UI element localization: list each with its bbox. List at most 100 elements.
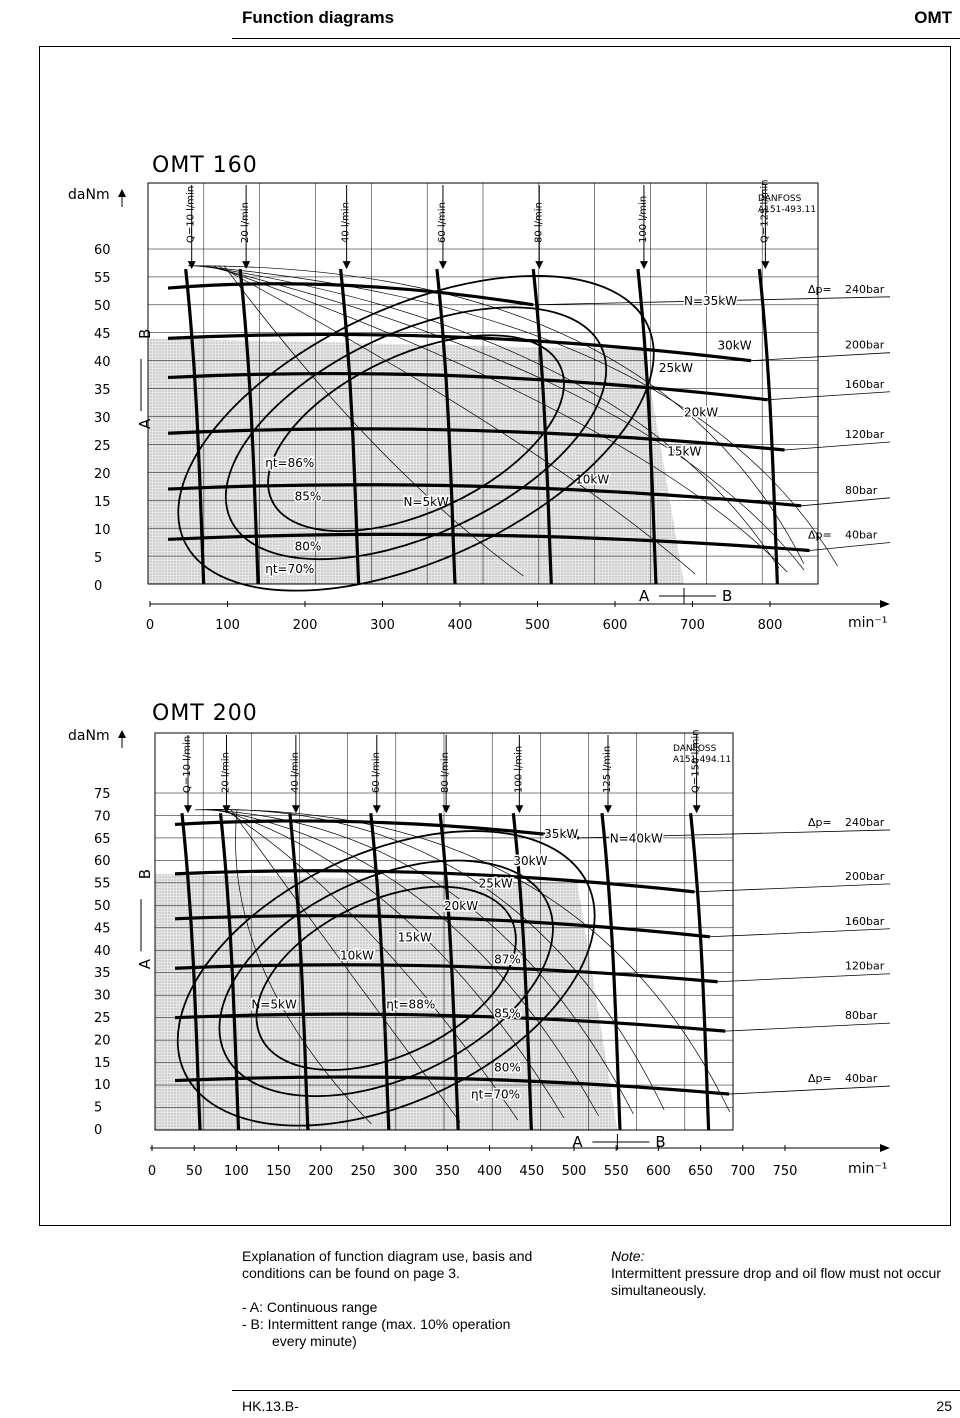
source-code: DANFOSS [673, 744, 717, 754]
source-code: A151-493.11 [758, 205, 816, 215]
flow-arrowhead [438, 261, 447, 270]
power-curve [230, 809, 461, 1123]
boundary-b-label: B [655, 1133, 665, 1151]
power-curve [218, 809, 565, 1119]
diagram-frame [39, 46, 951, 1226]
power-curve [194, 809, 665, 1111]
range-b-label: B [136, 329, 154, 339]
efficiency-contour [255, 885, 517, 1071]
flow-label: 60 l/min [371, 752, 382, 793]
flow-label: 40 l/min [341, 202, 352, 243]
y-tick-label: 25 [94, 439, 111, 454]
pressure-line [167, 483, 802, 508]
pressure-leader [784, 441, 891, 451]
power-label: 15kW [667, 445, 701, 459]
power-curve [199, 265, 780, 569]
y-tick-label: 55 [94, 877, 111, 892]
range-b-note-cont: every minute) [272, 1333, 357, 1349]
x-tick-label: 350 [435, 1164, 460, 1179]
boundary-a-label: A [572, 1133, 583, 1151]
pressure-leader [809, 542, 891, 551]
power-label: 25kW [659, 361, 693, 375]
pressure-label: 40bar [845, 1072, 878, 1085]
pressure-label: 200bar [845, 870, 885, 883]
power-curve [205, 265, 805, 571]
pressure-prefix: Δp= [808, 1072, 832, 1085]
efficiency-label: 85% [295, 489, 322, 503]
flow-line [636, 268, 658, 585]
page-header: Function diagrams OMT [0, 0, 960, 40]
pressure-line [167, 332, 752, 363]
y-tick-label: 45 [94, 327, 111, 342]
pressure-leader [767, 391, 891, 401]
flow-line [288, 813, 310, 1131]
power-label: 20kW [684, 406, 718, 420]
power-label: N=40kW [610, 831, 663, 845]
explanation-line-2: conditions can be found on page 3. [242, 1265, 460, 1281]
flow-line [218, 813, 241, 1131]
pressure-line [174, 819, 580, 840]
page-number: 25 [936, 1398, 952, 1414]
y-axis-label: daNm [68, 187, 110, 203]
power-label: N=5kW [251, 998, 297, 1012]
flow-label: 20 l/min [221, 752, 232, 793]
y-axis-arrowhead [118, 189, 126, 197]
power-label: N=35kW [684, 294, 737, 308]
flow-label: 20 l/min [240, 202, 251, 243]
x-tick-label: 150 [266, 1164, 291, 1179]
pressure-prefix: Δp= [808, 283, 832, 296]
range-a-label: A [136, 958, 154, 969]
pressure-label: 160bar [845, 378, 885, 391]
efficiency-contour [218, 859, 554, 1098]
pressure-line [167, 371, 768, 402]
power-curve [224, 809, 519, 1121]
y-tick-label: 50 [94, 899, 111, 914]
x-axis-arrowhead [880, 1144, 890, 1152]
note-text: Intermittent pressure drop and oil flow … [611, 1265, 941, 1298]
y-tick-label: 40 [94, 355, 111, 370]
pressure-label: 200bar [845, 339, 885, 352]
x-tick-label: 400 [477, 1164, 502, 1179]
y-tick-label: 0 [94, 579, 102, 594]
source-code: DANFOSS [758, 194, 802, 204]
flow-arrowhead [535, 261, 544, 270]
pressure-line [174, 1012, 726, 1033]
y-tick-label: 55 [94, 271, 111, 286]
x-axis-label: min⁻¹ [848, 1161, 887, 1177]
power-label: 10kW [575, 473, 609, 487]
continuous-range-area [155, 873, 618, 1130]
y-tick-label: 60 [94, 854, 111, 869]
pressure-line [167, 532, 810, 553]
omt200-diagram: OMT 200DANFOSSA151-494.11daNm75706560555… [68, 701, 891, 1179]
pressure-prefix: Δp= [808, 529, 832, 542]
y-tick-label: 35 [94, 383, 111, 398]
power-curve [217, 265, 696, 575]
pressure-line [174, 869, 695, 894]
flow-label: 100 l/min [513, 746, 524, 793]
pressure-line [174, 914, 711, 939]
efficiency-contour [176, 830, 596, 1127]
pressure-label: 240bar [845, 816, 885, 829]
y-tick-label: 5 [94, 551, 102, 566]
power-curve [193, 265, 838, 567]
explanation-line-1: Explanation of function diagram use, bas… [242, 1248, 533, 1264]
power-label: N=5kW [403, 495, 449, 509]
flow-label: 80 l/min [533, 202, 544, 243]
power-curve [200, 809, 731, 1113]
x-tick-label: 700 [730, 1164, 755, 1179]
flow-arrowhead [603, 805, 612, 814]
flow-arrowhead [291, 805, 300, 814]
flow-line [180, 813, 202, 1131]
y-tick-label: 35 [94, 966, 111, 981]
power-label: 10kW [340, 948, 374, 962]
x-tick-label: 650 [688, 1164, 713, 1179]
flow-label: Q=10 l/min [182, 736, 193, 793]
x-tick-label: 500 [525, 618, 550, 633]
y-tick-label: 10 [94, 523, 111, 538]
y-tick-label: 15 [94, 495, 111, 510]
efficiency-label: 80% [295, 540, 322, 554]
flow-arrowhead [372, 805, 381, 814]
note-box: Note: Intermittent pressure drop and oil… [611, 1248, 951, 1299]
flow-line [689, 813, 711, 1131]
pressure-label: 80bar [845, 1009, 878, 1022]
